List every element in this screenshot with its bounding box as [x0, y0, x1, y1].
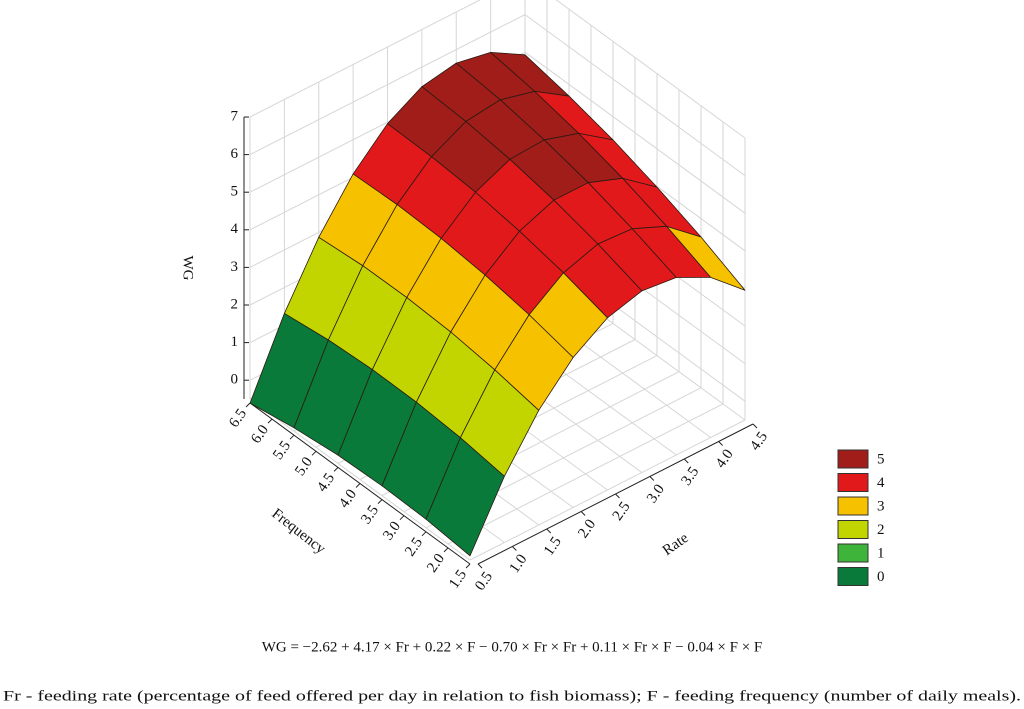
tick-mark: [465, 563, 471, 569]
grid-line: [249, 0, 481, 118]
x-tick-label: 0.5: [472, 569, 496, 594]
tick-mark: [333, 467, 339, 472]
tick-mark: [289, 434, 295, 440]
z-tick-label: 1: [231, 334, 239, 350]
tick-mark: [443, 547, 449, 553]
legend-swatch: [837, 543, 869, 563]
tick-mark: [355, 483, 361, 488]
tick-mark: [546, 528, 552, 534]
grid-line: [469, 419, 746, 561]
x-tick-label: 4.0: [713, 447, 737, 472]
tick-mark: [477, 563, 483, 569]
equation: WG = −2.62 + 4.17 × Fr + 0.22 × F − 0.70…: [262, 639, 763, 655]
tick-mark: [718, 441, 723, 446]
surface-patch: [425, 437, 505, 557]
x-tick-label: 1.0: [507, 552, 531, 577]
x-tick-label: 2.5: [610, 499, 634, 524]
legend-swatch: [837, 567, 869, 586]
y-tick-label: 6.0: [248, 422, 272, 447]
tick-mark: [580, 511, 586, 516]
z-tick-label: 5: [231, 184, 239, 200]
footnote: Fr - feeding rate (percentage of feed of…: [3, 688, 1021, 704]
tick-mark: [512, 546, 517, 551]
x-tick-label: 3.5: [678, 464, 702, 489]
tick-mark: [683, 458, 689, 464]
tick-mark: [615, 493, 620, 499]
tick-mark: [311, 450, 317, 456]
y-tick-label: 5.0: [292, 454, 316, 479]
tick-mark: [245, 402, 251, 408]
x-tick-label: 4.5: [747, 429, 771, 454]
y-tick-label: 6.5: [226, 406, 250, 431]
grid-line: [555, 0, 746, 139]
x-tick-label: 1.5: [541, 534, 565, 559]
x-axis-title: Rate: [660, 530, 692, 559]
x-tick-label: 3.0: [644, 482, 668, 507]
z-axis-title: WG: [180, 256, 196, 281]
y-tick-label: 4.0: [336, 487, 360, 512]
legend-swatch: [837, 520, 869, 539]
legend-swatch: [837, 473, 869, 492]
y-axis-title: Frequency: [268, 506, 328, 558]
z-tick-label: 0: [231, 372, 239, 388]
legend-label: 5: [877, 451, 885, 467]
legend-label: 2: [877, 522, 885, 538]
tick-mark: [377, 499, 383, 504]
tick-mark: [649, 476, 655, 481]
y-tick-label: 2.0: [424, 551, 448, 576]
legend-swatch: [837, 449, 869, 469]
y-tick-label: 2.5: [402, 535, 426, 560]
grid-line: [447, 403, 724, 545]
grid-line: [524, 51, 746, 214]
legend-label: 4: [877, 475, 885, 491]
z-tick-label: 2: [231, 296, 239, 312]
legend-swatch: [837, 496, 869, 516]
y-tick-label: 5.5: [270, 438, 294, 463]
y-tick-label: 3.0: [380, 519, 404, 544]
z-tick-label: 7: [231, 108, 239, 124]
z-tick-label: 3: [231, 259, 239, 275]
tick-mark: [421, 531, 427, 537]
legend-label: 1: [877, 545, 885, 561]
y-tick-label: 1.5: [446, 567, 470, 592]
legend-label: 0: [877, 569, 885, 585]
tick-mark: [267, 418, 273, 424]
y-tick-label: 3.5: [358, 503, 382, 528]
y-tick-label: 4.5: [314, 470, 338, 495]
grid-line: [524, 14, 746, 177]
grid-line: [249, 14, 526, 156]
tick-mark: [399, 515, 405, 521]
z-tick-label: 6: [231, 146, 239, 162]
z-tick-label: 4: [231, 221, 239, 237]
legend-label: 3: [877, 498, 885, 514]
x-tick-label: 2.0: [575, 517, 599, 542]
tick-mark: [752, 423, 758, 429]
